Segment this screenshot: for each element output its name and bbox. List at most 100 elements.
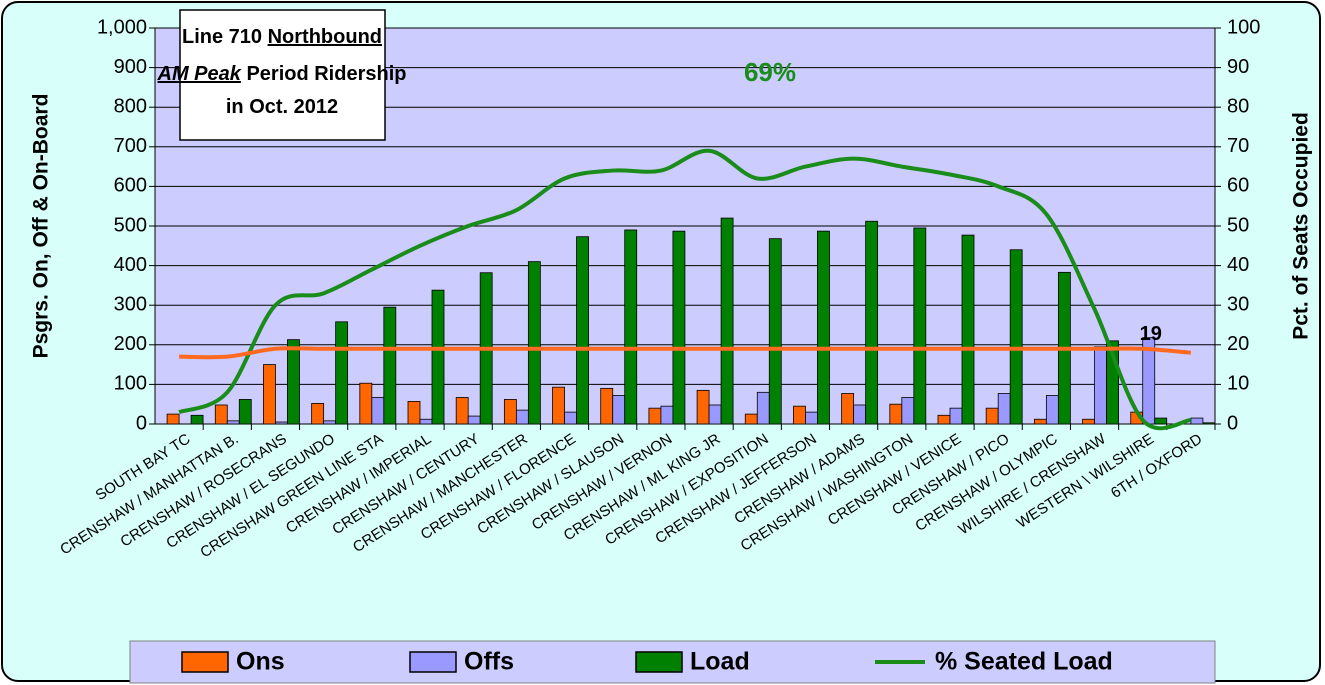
bar — [214, 404, 228, 425]
title-part: Period Ridership — [241, 63, 407, 85]
bar — [287, 339, 300, 425]
bar — [648, 407, 662, 425]
bar — [431, 289, 445, 425]
legend-swatch — [635, 651, 683, 673]
bar — [1190, 417, 1204, 425]
annotation: 69% — [744, 57, 796, 87]
y2-tick-label: 100 — [1227, 16, 1260, 38]
legend-label: Load — [690, 648, 750, 676]
bar — [1094, 346, 1107, 425]
bar — [527, 261, 541, 425]
y-tick-label: 500 — [114, 214, 147, 236]
line-series — [178, 148, 1192, 431]
y2-tick-label: 60 — [1227, 175, 1249, 197]
bar — [564, 411, 577, 425]
y2-tick-label: 70 — [1227, 135, 1249, 157]
bar — [696, 389, 710, 425]
bar — [672, 230, 686, 425]
y2-tick-label: 20 — [1227, 333, 1249, 355]
y-tick-label: 600 — [114, 175, 147, 197]
bar — [275, 421, 288, 425]
data-label: 19 — [1140, 323, 1162, 345]
bar — [359, 382, 373, 425]
bar — [913, 227, 927, 425]
y2-tick-label: 80 — [1227, 95, 1249, 117]
y2-tick-label: 0 — [1227, 412, 1238, 434]
title-box — [179, 9, 386, 141]
bar — [371, 397, 385, 425]
bar — [961, 234, 975, 425]
y-tick-label: 300 — [114, 293, 147, 315]
bar — [238, 399, 252, 425]
y-tick-label: 400 — [114, 254, 147, 276]
y-tick-label: 100 — [114, 373, 147, 395]
title-part: Line 710 — [182, 26, 268, 48]
bar — [1202, 422, 1216, 425]
bar — [226, 420, 240, 425]
bar — [793, 405, 806, 425]
chart-title: Line 710 Northbound — [182, 26, 382, 48]
legend-label: Offs — [464, 648, 514, 676]
bar — [937, 414, 951, 425]
bar — [335, 321, 349, 425]
bar — [515, 409, 529, 425]
y-tick-label: 900 — [114, 56, 147, 78]
bar — [756, 391, 770, 425]
bar — [612, 395, 626, 425]
line-series — [179, 346, 1192, 360]
bar — [576, 236, 589, 425]
bar — [1009, 249, 1023, 425]
legend-swatch — [409, 651, 457, 673]
chart-title: in Oct. 2012 — [226, 96, 338, 118]
bar — [1082, 418, 1095, 425]
y2-tick-label: 90 — [1227, 56, 1249, 78]
bar — [600, 387, 614, 425]
bar — [997, 393, 1011, 425]
bar — [865, 220, 879, 425]
y2-tick-label: 30 — [1227, 293, 1249, 315]
title-part: Northbound — [268, 26, 382, 48]
y2-tick-label: 10 — [1227, 373, 1249, 395]
bar — [708, 404, 722, 425]
bar — [407, 401, 421, 425]
y-tick-label: 0 — [136, 412, 147, 434]
legend-label: % Seated Load — [935, 648, 1113, 676]
bar — [624, 229, 638, 425]
bar — [467, 415, 481, 425]
title-part: AM Peak — [157, 63, 242, 85]
bar — [853, 404, 867, 425]
bar — [1154, 417, 1168, 425]
y2-axis-label: Pct. of Seats Occupied — [1290, 112, 1313, 340]
y-tick-label: 700 — [114, 135, 147, 157]
title-part: in Oct. 2012 — [226, 96, 338, 118]
bar — [841, 393, 855, 425]
bar — [552, 386, 565, 425]
bar — [263, 364, 276, 425]
bar — [190, 414, 204, 425]
y-tick-label: 200 — [114, 333, 147, 355]
bar — [901, 397, 915, 425]
y-tick-label: 800 — [114, 95, 147, 117]
bar — [817, 230, 830, 425]
bar — [503, 399, 517, 425]
y2-tick-label: 40 — [1227, 254, 1249, 276]
bar — [660, 405, 674, 425]
bar — [1033, 418, 1047, 425]
bar — [889, 403, 903, 425]
bar — [720, 217, 734, 425]
bar — [455, 397, 469, 425]
bar — [311, 403, 325, 425]
bar — [383, 306, 397, 425]
bar — [985, 407, 999, 425]
bar — [323, 420, 337, 425]
legend-label: Ons — [236, 648, 285, 676]
bar — [805, 411, 818, 425]
legend-swatch — [181, 651, 229, 673]
bar — [768, 238, 782, 425]
bar — [949, 407, 963, 425]
bar — [744, 413, 758, 425]
y-axis-label: Psgrs. On, Off & On-Board — [30, 94, 53, 359]
bar — [419, 418, 433, 425]
